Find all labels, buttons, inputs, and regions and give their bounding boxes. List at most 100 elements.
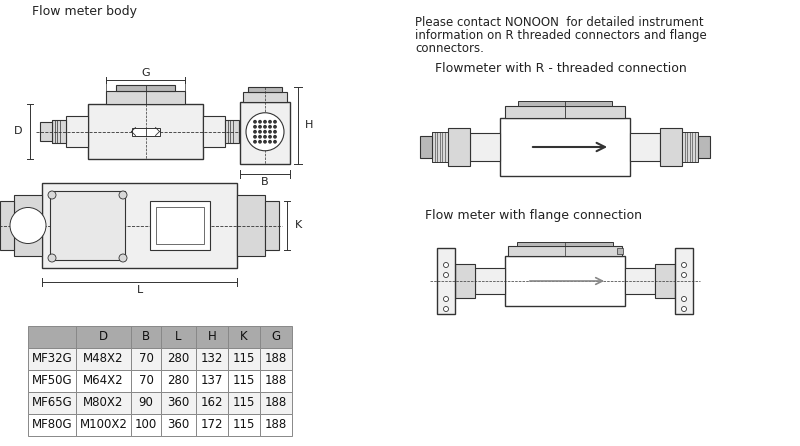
Bar xyxy=(228,370,260,392)
Bar xyxy=(161,370,196,392)
Bar xyxy=(161,348,196,370)
Text: 90: 90 xyxy=(138,396,154,409)
Text: M64X2: M64X2 xyxy=(83,375,124,388)
Circle shape xyxy=(264,120,266,123)
Circle shape xyxy=(443,297,449,301)
Text: 188: 188 xyxy=(265,396,287,409)
Text: G: G xyxy=(141,68,150,78)
Bar xyxy=(625,268,655,294)
Bar xyxy=(228,326,260,348)
Bar xyxy=(76,392,131,414)
Text: 137: 137 xyxy=(201,375,223,388)
Circle shape xyxy=(254,140,256,143)
Text: 115: 115 xyxy=(233,396,255,409)
Bar xyxy=(131,414,161,436)
Circle shape xyxy=(269,140,271,143)
Text: 188: 188 xyxy=(265,352,287,366)
Bar xyxy=(675,248,693,314)
Bar xyxy=(88,104,203,159)
Bar xyxy=(196,392,228,414)
Bar xyxy=(228,414,260,436)
Bar xyxy=(28,370,76,392)
Circle shape xyxy=(258,126,261,128)
Circle shape xyxy=(258,120,261,123)
Bar xyxy=(265,201,279,250)
Bar xyxy=(260,326,292,348)
Text: 280: 280 xyxy=(167,375,190,388)
Bar xyxy=(682,132,698,162)
Text: M48X2: M48X2 xyxy=(83,352,124,366)
Bar xyxy=(66,116,88,147)
Bar xyxy=(116,85,175,91)
Bar xyxy=(28,392,76,414)
Bar xyxy=(106,91,185,104)
Text: 188: 188 xyxy=(265,375,287,388)
Text: L: L xyxy=(175,330,182,343)
Text: 280: 280 xyxy=(167,352,190,366)
Bar xyxy=(196,370,228,392)
Bar xyxy=(196,348,228,370)
Bar xyxy=(500,118,630,176)
Text: K: K xyxy=(295,220,302,231)
Circle shape xyxy=(264,136,266,138)
Bar xyxy=(475,268,505,294)
Bar xyxy=(76,370,131,392)
Text: 115: 115 xyxy=(233,352,255,366)
Text: Flow meter body: Flow meter body xyxy=(32,5,137,18)
Bar xyxy=(518,101,612,106)
Text: Flowmeter with R - threaded connection: Flowmeter with R - threaded connection xyxy=(435,62,686,74)
Bar xyxy=(260,370,292,392)
Bar xyxy=(655,264,675,298)
Text: 132: 132 xyxy=(201,352,223,366)
Bar xyxy=(260,414,292,436)
Circle shape xyxy=(254,131,256,133)
Bar xyxy=(237,195,265,256)
Bar xyxy=(505,256,625,306)
Text: MF65G: MF65G xyxy=(32,396,72,409)
Circle shape xyxy=(269,126,271,128)
Bar xyxy=(196,326,228,348)
Bar xyxy=(508,246,622,256)
Bar xyxy=(505,106,625,118)
Text: M100X2: M100X2 xyxy=(79,418,127,431)
Bar xyxy=(40,122,52,141)
Text: B: B xyxy=(142,330,150,343)
Circle shape xyxy=(682,297,686,301)
Bar xyxy=(76,326,131,348)
Circle shape xyxy=(274,140,276,143)
Text: B: B xyxy=(261,177,269,187)
Bar xyxy=(432,132,448,162)
Bar xyxy=(248,87,282,92)
Bar xyxy=(225,120,239,143)
Text: 100: 100 xyxy=(135,418,157,431)
Circle shape xyxy=(269,131,271,133)
Circle shape xyxy=(269,136,271,138)
Circle shape xyxy=(246,113,284,151)
Bar xyxy=(131,348,161,370)
Text: H: H xyxy=(208,330,216,343)
Text: 162: 162 xyxy=(201,396,223,409)
Bar xyxy=(470,133,500,161)
Bar xyxy=(239,122,251,141)
Text: MF32G: MF32G xyxy=(32,352,72,366)
Circle shape xyxy=(254,136,256,138)
Circle shape xyxy=(443,273,449,277)
Circle shape xyxy=(258,131,261,133)
Bar xyxy=(76,348,131,370)
Circle shape xyxy=(682,273,686,277)
Bar xyxy=(131,326,161,348)
Bar xyxy=(52,120,66,143)
Bar xyxy=(131,370,161,392)
Text: M80X2: M80X2 xyxy=(83,396,124,409)
Bar xyxy=(131,392,161,414)
Text: 115: 115 xyxy=(233,418,255,431)
Text: 70: 70 xyxy=(138,375,154,388)
Bar xyxy=(50,191,125,260)
Bar xyxy=(131,128,159,136)
Bar xyxy=(517,242,613,246)
Text: 188: 188 xyxy=(265,418,287,431)
Bar xyxy=(28,414,76,436)
Text: information on R threaded connectors and flange: information on R threaded connectors and… xyxy=(415,29,706,41)
Bar xyxy=(14,195,42,256)
Text: Please contact NONOON  for detailed instrument: Please contact NONOON for detailed instr… xyxy=(415,16,704,29)
